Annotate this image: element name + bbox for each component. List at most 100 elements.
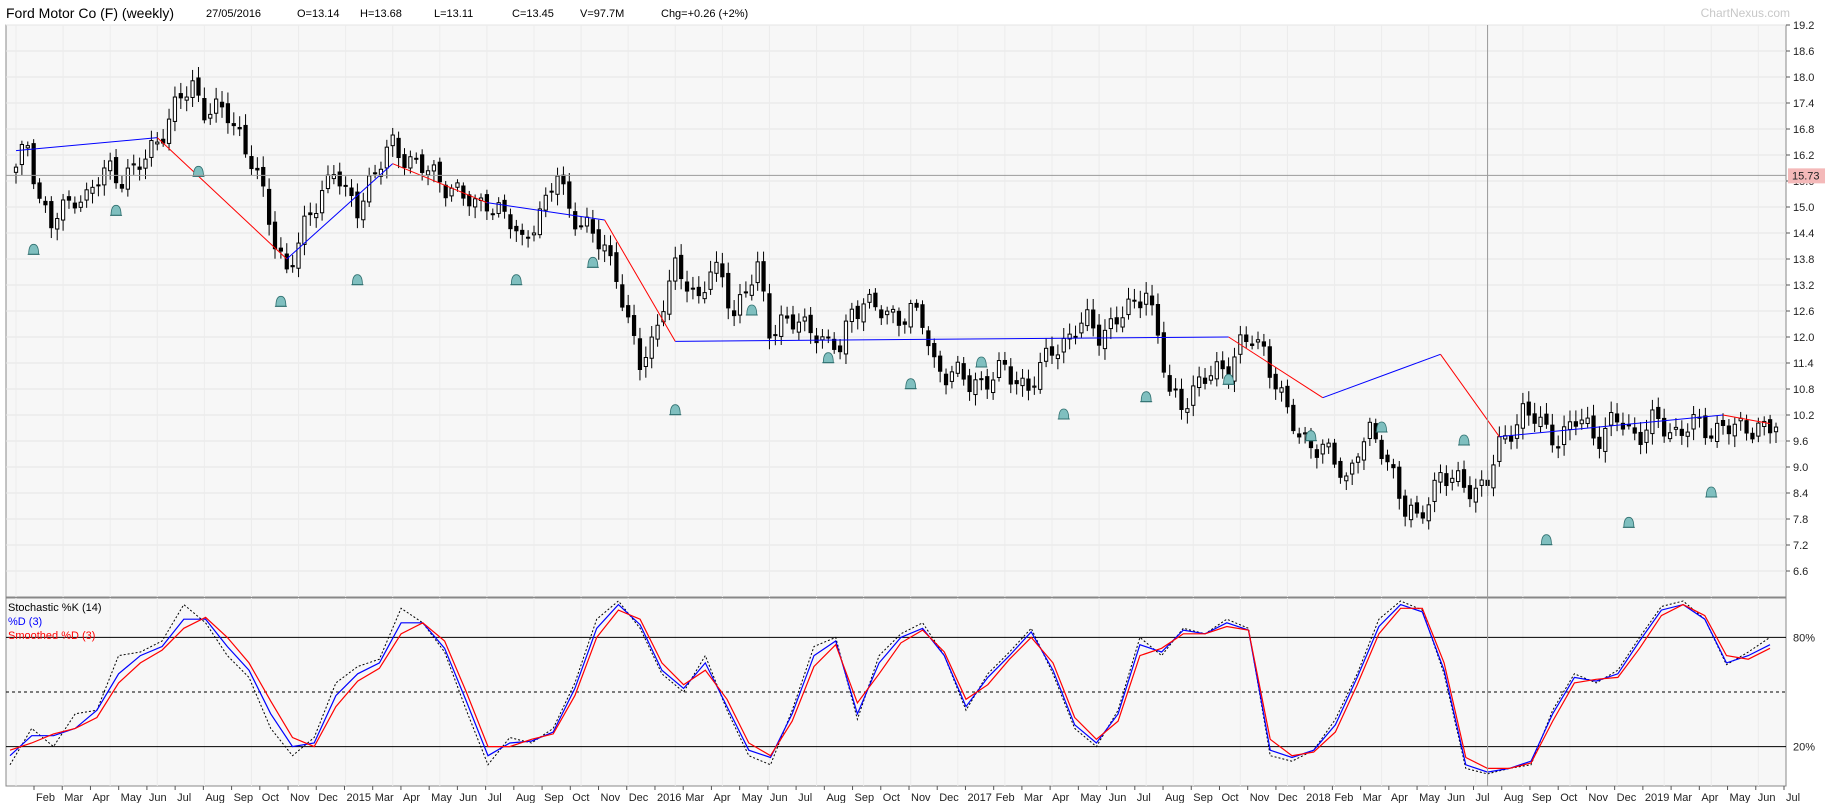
stochastic-tick-label: 20% [1793, 742, 1815, 754]
price-panel[interactable]: 19.218.618.017.416.816.215.615.014.413.8… [5, 20, 1814, 598]
price-tick-label: 13.8 [1793, 254, 1814, 266]
candle-body [102, 167, 107, 186]
candle-body [1014, 380, 1019, 385]
candle-body [1261, 341, 1267, 347]
candle-body [1673, 426, 1679, 430]
candle-body [843, 320, 849, 355]
candle-body [113, 157, 119, 184]
candle-body [1191, 385, 1196, 406]
candle-body [584, 216, 590, 227]
x-tick-label: 2019 [1645, 792, 1669, 803]
candle-body [737, 294, 743, 316]
price-tick-label: 12.0 [1793, 332, 1814, 344]
candle-body [1314, 449, 1319, 458]
candle-body [1138, 301, 1143, 309]
candle-body [420, 154, 425, 173]
x-tick-label: Jun [770, 792, 788, 803]
candle-body [549, 190, 554, 193]
candle-body [955, 361, 960, 374]
trend-line [15, 137, 158, 152]
candle-body [826, 336, 831, 339]
x-tick-label: Jul [177, 792, 191, 803]
candle-body [949, 371, 955, 382]
candle-body [1061, 337, 1066, 353]
candle-body [1385, 454, 1390, 463]
x-tick-label: 2015 [346, 792, 370, 803]
x-tick-label: Feb [36, 792, 55, 803]
candle-body [1408, 504, 1414, 521]
candle-body [361, 200, 366, 221]
price-tick-label: 18.0 [1793, 72, 1814, 84]
candle-body [832, 338, 837, 350]
x-tick-label: Apr [1052, 792, 1069, 803]
candle-body [390, 134, 395, 147]
candle-body [1450, 477, 1455, 483]
candle-body [1126, 298, 1131, 316]
bell-icon [745, 304, 758, 316]
candle-body [525, 236, 531, 239]
bell-icon [1304, 430, 1317, 442]
candle-body [885, 310, 890, 316]
trend-line [1499, 414, 1724, 438]
bell-icon [274, 295, 287, 307]
trend-line [1722, 414, 1771, 425]
candle-body [1638, 431, 1643, 445]
candle-body [166, 118, 172, 144]
candle-body [249, 156, 254, 170]
candle-body [555, 175, 560, 195]
x-tick-label: Nov [1588, 792, 1608, 803]
candle-body [372, 172, 378, 175]
candle-body [1020, 377, 1025, 387]
x-tick-label: Jul [1137, 792, 1151, 803]
candle-body [1091, 309, 1096, 329]
candle-body [1773, 426, 1779, 433]
candle-body [467, 194, 472, 207]
candle-body [890, 308, 896, 313]
candle-body [614, 252, 619, 282]
candle-body [1079, 322, 1084, 334]
x-tick-label: 2016 [657, 792, 681, 803]
candle-body [367, 175, 372, 203]
candle-body [1291, 404, 1296, 432]
candle-body [861, 303, 866, 323]
candle-body [296, 242, 301, 269]
candle-body [37, 182, 42, 199]
candle-body [31, 143, 36, 185]
candle-body [1185, 408, 1190, 413]
candle-body [1656, 406, 1661, 419]
x-tick-label: 2018 [1306, 792, 1330, 803]
candle-body [331, 174, 336, 180]
stochastic-panel[interactable]: Stochastic %K (14) %D (3) Smoothed %D (3… [5, 597, 1815, 787]
candle-body [608, 245, 613, 257]
candle-body [314, 213, 319, 219]
candle-body [1532, 413, 1537, 424]
candle-body [996, 360, 1002, 378]
candle-body [219, 101, 225, 108]
bell-icon [975, 356, 988, 368]
candle-body [1232, 356, 1237, 382]
candle-body [902, 321, 907, 325]
x-tick-label: Dec [629, 792, 649, 803]
x-tick-label: Dec [1617, 792, 1637, 803]
candle-body [1667, 432, 1673, 440]
candle-body [520, 229, 525, 235]
candle-body [1096, 324, 1102, 346]
candle-body [125, 167, 130, 190]
candle-body [402, 154, 407, 168]
candle-body [938, 355, 943, 372]
candle-body [1267, 346, 1272, 378]
price-tick-label: 14.4 [1793, 228, 1814, 240]
x-tick-label: Sep [544, 792, 564, 803]
x-tick-label: Apr [403, 792, 420, 803]
candle-body [1002, 359, 1008, 365]
candle-body [266, 188, 272, 225]
candle-body [643, 357, 648, 367]
candle-body [1726, 425, 1732, 435]
bell-icon [1140, 391, 1153, 403]
candle-body [1526, 401, 1531, 416]
alert-markers [27, 165, 1718, 546]
x-tick-label: May [1080, 792, 1101, 803]
trend-line [1440, 354, 1500, 437]
candle-body [1132, 299, 1137, 302]
